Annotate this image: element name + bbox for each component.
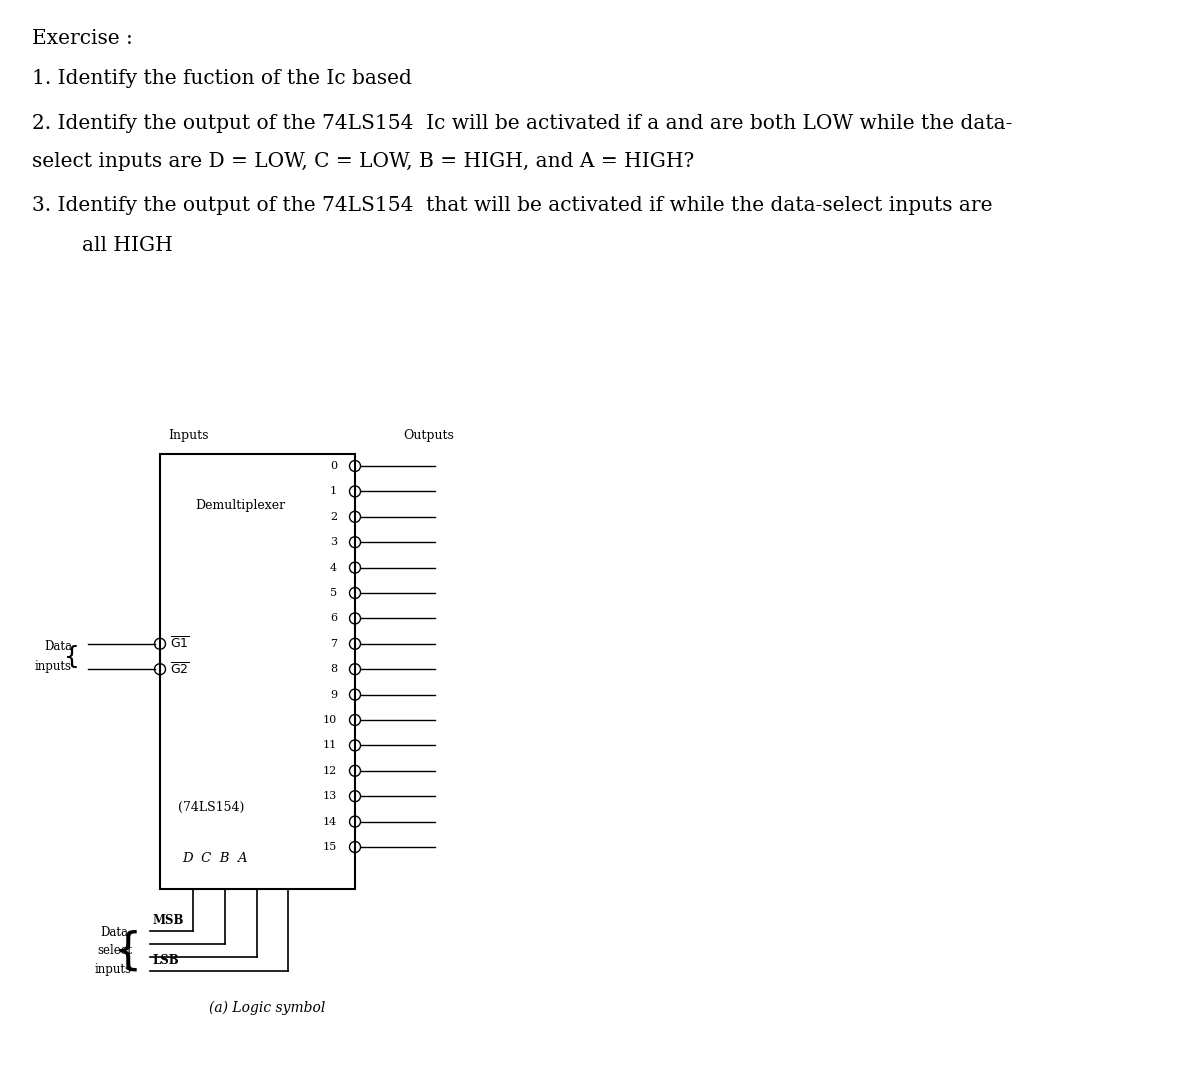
Text: Exercise :: Exercise : (32, 29, 133, 48)
Text: 7: 7 (330, 639, 337, 649)
Text: 8: 8 (330, 664, 337, 674)
Text: 4: 4 (330, 563, 337, 572)
Text: 2: 2 (330, 512, 337, 522)
Text: (a) Logic symbol: (a) Logic symbol (209, 1001, 325, 1015)
Text: {: { (114, 929, 142, 972)
Text: all HIGH: all HIGH (82, 236, 173, 255)
Text: 5: 5 (330, 587, 337, 598)
Text: LSB: LSB (152, 954, 179, 967)
Text: select: select (97, 944, 132, 958)
Text: 14: 14 (323, 816, 337, 827)
Text: (74LS154): (74LS154) (178, 800, 245, 813)
Text: Outputs: Outputs (403, 429, 454, 442)
Text: $\overline{\mathrm{G1}}$: $\overline{\mathrm{G1}}$ (170, 636, 190, 652)
Text: {: { (64, 644, 80, 668)
Text: Inputs: Inputs (168, 429, 209, 442)
Text: Data-: Data- (100, 927, 132, 940)
Text: 1: 1 (330, 487, 337, 496)
Text: 15: 15 (323, 842, 337, 852)
Text: Data: Data (44, 640, 72, 653)
Text: 3. Identify the output of the 74LS154  that will be activated if while the data-: 3. Identify the output of the 74LS154 th… (32, 195, 992, 215)
Text: inputs: inputs (95, 962, 132, 975)
Text: $\overline{\mathrm{G2}}$: $\overline{\mathrm{G2}}$ (170, 662, 190, 677)
Text: D  C  B  A: D C B A (182, 853, 247, 866)
Text: Demultiplexer: Demultiplexer (196, 499, 286, 512)
Text: select inputs are D = LOW, C = LOW, B = HIGH, and A = HIGH?: select inputs are D = LOW, C = LOW, B = … (32, 153, 695, 171)
Text: 10: 10 (323, 715, 337, 725)
Text: 0: 0 (330, 461, 337, 471)
Bar (160, 454, 355, 889)
Text: 9: 9 (330, 690, 337, 699)
Text: 6: 6 (330, 613, 337, 623)
Text: 12: 12 (323, 766, 337, 775)
Text: 13: 13 (323, 792, 337, 801)
Text: 11: 11 (323, 740, 337, 751)
Text: 3: 3 (330, 537, 337, 547)
Text: 2. Identify the output of the 74LS154  Ic will be activated if a and are both LO: 2. Identify the output of the 74LS154 Ic… (32, 114, 1013, 133)
Text: 1. Identify the fuction of the Ic based: 1. Identify the fuction of the Ic based (32, 69, 412, 88)
Text: inputs: inputs (35, 661, 72, 673)
Text: MSB: MSB (152, 914, 184, 927)
